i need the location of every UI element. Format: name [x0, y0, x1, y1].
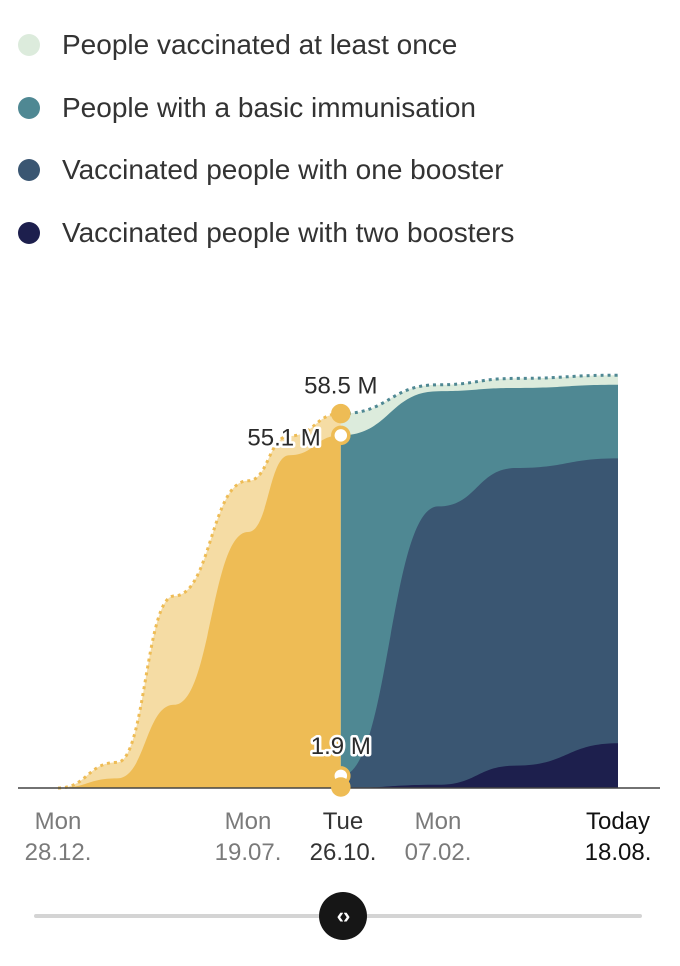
x-tick-label-today: Today 18.08.: [585, 806, 652, 868]
marker-basic-immunisation: [331, 425, 351, 446]
area-one-booster: [340, 458, 618, 788]
legend-label: People vaccinated at least once: [62, 29, 458, 61]
legend-dot-two-boosters: [18, 221, 40, 244]
chart-legend: People vaccinated at least once People w…: [18, 14, 514, 264]
x-tick-label: Mon 19.07.: [215, 806, 282, 868]
legend-dot-at-least-once: [18, 34, 40, 57]
x-tick-date: 26.10.: [309, 839, 377, 866]
date-slider-handle[interactable]: ‹›: [319, 892, 367, 940]
legend-label: Vaccinated people with two boosters: [62, 216, 515, 248]
x-tick-day: Mon: [224, 808, 272, 835]
legend-label: Vaccinated people with one booster: [62, 154, 504, 186]
x-tick-date: 19.07.: [214, 839, 282, 866]
legend-item-at-least-once: People vaccinated at least once: [18, 14, 514, 77]
legend-label: People with a basic immunisation: [62, 91, 476, 123]
legend-dot-basic-immunisation: [18, 96, 40, 119]
x-tick-label: Mon 28.12.: [25, 806, 92, 868]
label-at-least-once: 58.5 M: [304, 373, 377, 400]
x-tick-day: Tue: [322, 808, 364, 835]
label-one-booster: 1.9 M: [311, 733, 371, 760]
dotted-line-future: [340, 373, 619, 416]
vaccination-area-chart: 58.5 M 55.1 M 1.9 M: [18, 370, 660, 797]
x-tick-label: Mon 07.02.: [405, 806, 472, 868]
area-two-boosters: [340, 743, 618, 788]
dotted-line-past: [57, 412, 341, 790]
legend-item-basic-immunisation: People with a basic immunisation: [18, 77, 514, 140]
x-tick-label-selected: Tue 26.10.: [310, 806, 377, 868]
x-tick-date: 18.08.: [584, 839, 652, 866]
label-basic-immunisation: 55.1 M: [247, 424, 320, 451]
marker-two-boosters: [331, 777, 351, 797]
x-tick-day: Today: [585, 808, 651, 835]
legend-item-two-boosters: Vaccinated people with two boosters: [18, 202, 514, 265]
x-tick-day: Mon: [34, 808, 82, 835]
x-tick-date: 07.02.: [404, 839, 472, 866]
marker-at-least-once: [331, 403, 351, 424]
x-tick-day: Mon: [414, 808, 462, 835]
legend-item-one-booster: Vaccinated people with one booster: [18, 139, 514, 202]
x-tick-date: 28.12.: [24, 839, 92, 866]
x-axis-labels: Mon 28.12. Mon 19.07. Tue 26.10. Mon 07.…: [0, 806, 680, 876]
area-past-basic-immunisation: [58, 435, 341, 788]
chevron-left-right-icon: ‹›: [336, 903, 351, 928]
legend-dot-one-booster: [18, 159, 40, 182]
